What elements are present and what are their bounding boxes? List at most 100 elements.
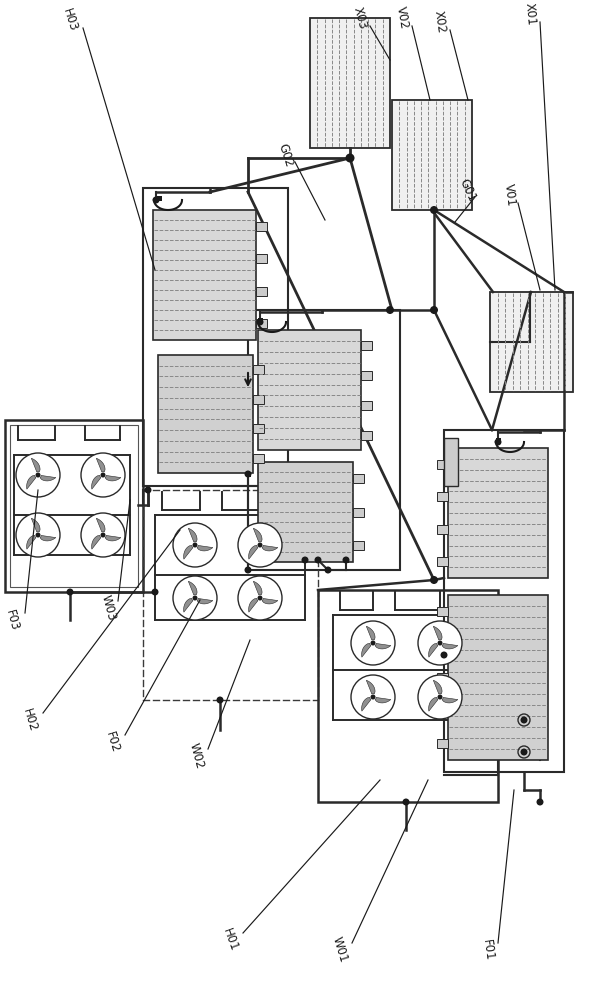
Circle shape xyxy=(430,206,438,214)
Circle shape xyxy=(537,798,544,806)
Circle shape xyxy=(418,621,462,665)
Circle shape xyxy=(370,641,376,646)
Bar xyxy=(437,460,448,469)
Circle shape xyxy=(16,513,60,557)
Bar xyxy=(248,310,400,570)
Bar xyxy=(353,508,364,516)
Circle shape xyxy=(81,453,125,497)
Polygon shape xyxy=(92,535,101,549)
Circle shape xyxy=(441,652,448,658)
Polygon shape xyxy=(262,545,278,551)
Circle shape xyxy=(193,595,197,600)
Polygon shape xyxy=(429,697,438,711)
Polygon shape xyxy=(27,535,36,549)
Circle shape xyxy=(346,153,355,162)
Polygon shape xyxy=(366,680,375,694)
Circle shape xyxy=(257,542,263,548)
Polygon shape xyxy=(429,643,438,657)
Circle shape xyxy=(238,576,282,620)
Text: H03: H03 xyxy=(60,7,80,33)
Circle shape xyxy=(370,694,376,700)
Bar xyxy=(353,474,364,483)
Bar xyxy=(257,318,263,322)
Circle shape xyxy=(315,556,322,564)
Polygon shape xyxy=(197,598,213,604)
Polygon shape xyxy=(31,518,40,532)
Circle shape xyxy=(438,641,442,646)
Circle shape xyxy=(217,696,223,704)
Text: H01: H01 xyxy=(220,927,240,953)
Bar xyxy=(258,330,361,450)
Bar xyxy=(310,18,390,148)
Text: G02: G02 xyxy=(275,142,295,168)
Polygon shape xyxy=(249,545,258,559)
Text: X01: X01 xyxy=(522,2,538,26)
Polygon shape xyxy=(366,626,375,640)
Circle shape xyxy=(67,588,74,595)
Polygon shape xyxy=(375,697,391,703)
Polygon shape xyxy=(197,545,213,551)
Bar xyxy=(10,425,138,587)
Circle shape xyxy=(101,473,105,478)
Polygon shape xyxy=(184,598,193,612)
Circle shape xyxy=(256,318,263,326)
Polygon shape xyxy=(97,518,105,532)
Polygon shape xyxy=(27,475,36,489)
Bar xyxy=(256,287,267,296)
Bar xyxy=(444,430,564,772)
Text: F03: F03 xyxy=(3,608,21,632)
Circle shape xyxy=(386,306,394,314)
Bar xyxy=(490,292,573,392)
Circle shape xyxy=(521,748,528,756)
Bar xyxy=(437,607,448,616)
Polygon shape xyxy=(40,475,56,481)
Bar xyxy=(258,462,353,562)
Circle shape xyxy=(244,566,252,574)
Text: V02: V02 xyxy=(393,6,411,30)
Bar xyxy=(444,438,458,486)
Circle shape xyxy=(430,576,438,584)
Polygon shape xyxy=(434,626,442,640)
Bar xyxy=(437,492,448,501)
Bar xyxy=(153,210,256,340)
Circle shape xyxy=(430,306,438,314)
Polygon shape xyxy=(375,643,391,649)
Polygon shape xyxy=(362,697,371,711)
Polygon shape xyxy=(92,475,101,489)
Polygon shape xyxy=(105,535,121,541)
Bar xyxy=(253,365,264,374)
Bar xyxy=(353,541,364,550)
Polygon shape xyxy=(105,475,121,481)
Circle shape xyxy=(351,675,395,719)
Circle shape xyxy=(151,588,158,595)
Circle shape xyxy=(101,532,105,538)
Bar xyxy=(256,222,267,231)
Text: X03: X03 xyxy=(351,5,369,31)
Polygon shape xyxy=(253,528,262,542)
Circle shape xyxy=(81,513,125,557)
Bar xyxy=(253,454,264,463)
Circle shape xyxy=(35,473,41,478)
Circle shape xyxy=(342,556,349,564)
Bar xyxy=(361,370,372,379)
Polygon shape xyxy=(249,598,258,612)
Circle shape xyxy=(153,196,160,204)
Text: G01: G01 xyxy=(457,176,479,204)
Bar xyxy=(361,340,372,350)
Bar xyxy=(256,254,267,263)
Bar xyxy=(253,395,264,404)
Bar xyxy=(143,188,288,486)
Text: W01: W01 xyxy=(330,935,350,965)
Polygon shape xyxy=(442,643,458,649)
Polygon shape xyxy=(262,598,278,604)
Circle shape xyxy=(35,532,41,538)
Circle shape xyxy=(244,471,252,478)
Circle shape xyxy=(418,675,462,719)
Circle shape xyxy=(144,487,151,493)
Bar xyxy=(437,706,448,715)
Text: W02: W02 xyxy=(186,742,206,770)
Circle shape xyxy=(238,523,282,567)
Bar xyxy=(437,640,448,649)
Bar xyxy=(246,472,250,477)
Circle shape xyxy=(438,694,442,700)
